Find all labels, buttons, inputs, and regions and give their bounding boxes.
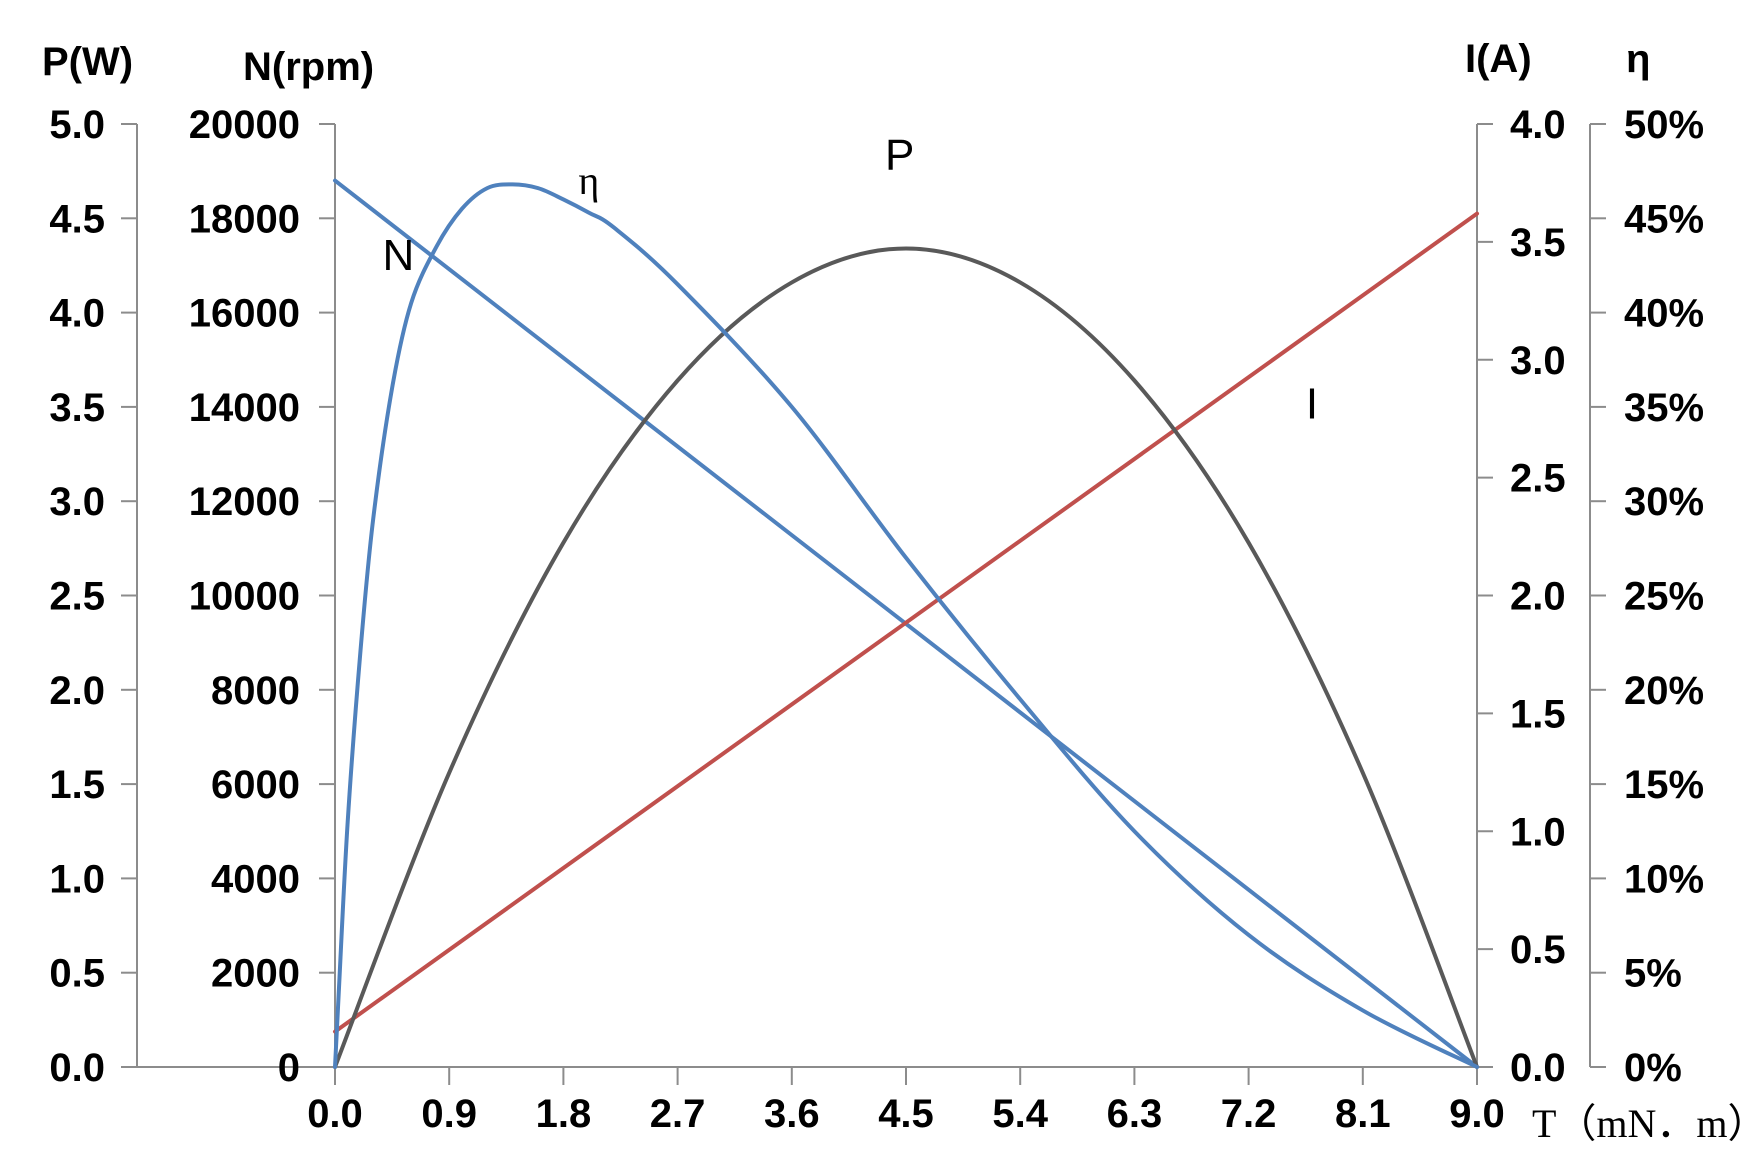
x-axis-title: T（mN．m）	[1532, 1101, 1753, 1146]
y-tick-label-I: 3.5	[1510, 221, 1566, 265]
y-tick-label-N: 2000	[211, 952, 300, 996]
axes: 0.0 0.9 1.8 2.7 3.6 4.5 5.4 6.3 7.2 8.1 9.0 T（mN．m）…	[42, 37, 1753, 1146]
y-tick-label-eta: 50%	[1624, 103, 1704, 147]
y-tick-label-N: 18000	[189, 197, 300, 241]
x-tick-label: 7.2	[1221, 1092, 1277, 1136]
series-line-P	[333, 246, 1479, 1069]
series-line-I	[333, 211, 1479, 1034]
y-tick-label-eta: 20%	[1624, 669, 1704, 713]
curve-label-N: N	[383, 231, 415, 280]
y-tick-label-P: 1.0	[49, 857, 105, 901]
y-tick-label-I: 3.0	[1510, 339, 1566, 383]
y-tick-label-N: 16000	[189, 292, 300, 336]
x-tick-label: 6.3	[1107, 1092, 1163, 1136]
y-tick-label-P: 1.5	[49, 763, 105, 807]
y-tick-label-P: 2.5	[49, 575, 105, 619]
series-line-eta	[333, 182, 1479, 1069]
curve-label-eta: η	[578, 158, 599, 203]
y-axis-title-I: I(A)	[1465, 37, 1532, 81]
y-tick-label-I: 2.0	[1510, 575, 1566, 619]
y-tick-label-eta: 40%	[1624, 292, 1704, 336]
y-tick-label-P: 3.5	[49, 386, 105, 430]
x-tick-label: 5.4	[992, 1092, 1048, 1136]
y-tick-label-P: 3.0	[49, 480, 105, 524]
y-tick-label-N: 12000	[189, 480, 300, 524]
y-tick-label-N: 0	[278, 1046, 300, 1090]
y-tick-label-I: 4.0	[1510, 103, 1566, 147]
x-tick-label: 8.1	[1335, 1092, 1391, 1136]
y-tick-label-N: 14000	[189, 386, 300, 430]
y-tick-label-I: 2.5	[1510, 457, 1566, 501]
y-tick-label-I: 1.0	[1510, 810, 1566, 854]
x-tick-label: 0.0	[307, 1092, 363, 1136]
y-tick-label-eta: 5%	[1624, 952, 1682, 996]
y-tick-label-I: 0.5	[1510, 928, 1566, 972]
y-tick-label-P: 0.0	[49, 1046, 105, 1090]
y-tick-label-eta: 35%	[1624, 386, 1704, 430]
y-tick-label-I: 0.0	[1510, 1046, 1566, 1090]
x-tick-label: 1.8	[536, 1092, 592, 1136]
x-tick-label: 9.0	[1449, 1092, 1505, 1136]
curve-label-I: I	[1306, 380, 1318, 429]
y-axis-title-eta: η	[1626, 37, 1650, 81]
y-tick-label-I: 1.5	[1510, 692, 1566, 736]
y-tick-label-P: 4.0	[49, 292, 105, 336]
y-tick-label-P: 4.5	[49, 197, 105, 241]
x-tick-label: 2.7	[650, 1092, 706, 1136]
y-axis-title-P: P(W)	[42, 40, 133, 84]
y-tick-label-eta: 10%	[1624, 857, 1704, 901]
x-tick-label: 3.6	[764, 1092, 820, 1136]
y-tick-label-N: 10000	[189, 575, 300, 619]
y-tick-label-N: 4000	[211, 857, 300, 901]
y-tick-label-P: 2.0	[49, 669, 105, 713]
curve-label-P: P	[885, 130, 914, 179]
y-axis-title-N: N(rpm)	[243, 45, 374, 89]
y-tick-label-N: 20000	[189, 103, 300, 147]
y-tick-label-N: 8000	[211, 669, 300, 713]
y-tick-label-eta: 45%	[1624, 197, 1704, 241]
y-tick-label-N: 6000	[211, 763, 300, 807]
y-tick-label-eta: 25%	[1624, 575, 1704, 619]
y-tick-label-P: 0.5	[49, 952, 105, 996]
series-group	[333, 178, 1479, 1069]
y-tick-label-P: 5.0	[49, 103, 105, 147]
x-tick-label: 0.9	[421, 1092, 477, 1136]
y-tick-label-eta: 15%	[1624, 763, 1704, 807]
labels: Nη P I	[383, 130, 1319, 428]
y-tick-label-eta: 0%	[1624, 1046, 1682, 1090]
x-tick-label: 4.5	[878, 1092, 934, 1136]
y-tick-label-eta: 30%	[1624, 480, 1704, 524]
